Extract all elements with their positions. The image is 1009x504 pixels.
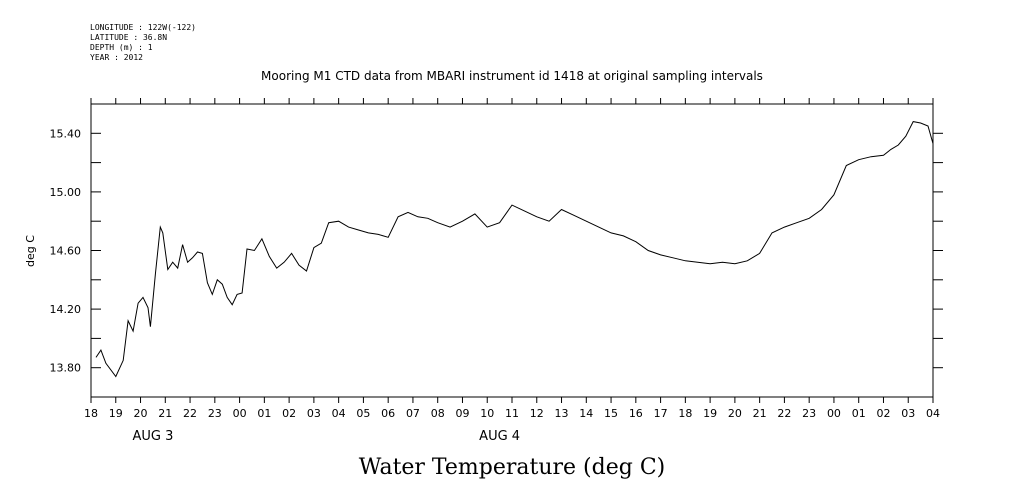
x-tick-label: 12 bbox=[530, 407, 544, 420]
x-tick-label: 02 bbox=[876, 407, 890, 420]
x-tick-label: 22 bbox=[183, 407, 197, 420]
x-tick-label: 17 bbox=[654, 407, 668, 420]
x-tick-label: 18 bbox=[84, 407, 98, 420]
x-tick-label: 09 bbox=[455, 407, 469, 420]
x-tick-label: 00 bbox=[233, 407, 247, 420]
y-tick-label: 15.40 bbox=[50, 127, 82, 140]
series-line-water-temperature bbox=[95, 121, 934, 378]
y-tick-label: 15.00 bbox=[50, 186, 82, 199]
x-tick-label: 15 bbox=[604, 407, 618, 420]
x-tick-label: 04 bbox=[926, 407, 940, 420]
x-tick-label: 08 bbox=[431, 407, 445, 420]
y-tick-label: 13.80 bbox=[50, 362, 82, 375]
x-tick-label: 13 bbox=[555, 407, 569, 420]
y-axis: 13.80 14.20 14.60 15.00 15.40 bbox=[50, 127, 943, 375]
x-tick-label: 00 bbox=[827, 407, 841, 420]
x-tick-label: 03 bbox=[901, 407, 915, 420]
x-tick-label: 16 bbox=[629, 407, 643, 420]
plot-frame bbox=[90, 103, 934, 398]
y-tick-label: 14.60 bbox=[50, 245, 82, 258]
x-tick-label: 07 bbox=[406, 407, 420, 420]
x-tick-label: 01 bbox=[257, 407, 271, 420]
x-tick-label: 14 bbox=[579, 407, 593, 420]
x-tick-label: 05 bbox=[356, 407, 370, 420]
x-tick-label: 18 bbox=[678, 407, 692, 420]
x-tick-label: 20 bbox=[134, 407, 148, 420]
x-tick-label: 23 bbox=[802, 407, 816, 420]
x-tick-label: 22 bbox=[777, 407, 791, 420]
metadata-header: LONGITUDE : 122W(-122) LATITUDE : 36.8N … bbox=[90, 23, 196, 62]
x-tick-label: 10 bbox=[480, 407, 494, 420]
y-tick-label: 14.20 bbox=[50, 303, 82, 316]
header-latitude: LATITUDE : 36.8N bbox=[90, 33, 167, 42]
x-tick-label: 19 bbox=[703, 407, 717, 420]
date-label: AUG 4 bbox=[479, 429, 520, 444]
date-labels: AUG 3 AUG 4 bbox=[132, 429, 520, 444]
x-tick-label: 04 bbox=[332, 407, 346, 420]
x-tick-label: 03 bbox=[307, 407, 321, 420]
x-tick-label: 23 bbox=[208, 407, 222, 420]
header-longitude: LONGITUDE : 122W(-122) bbox=[90, 23, 196, 32]
x-axis: 18 19 20 21 22 23 00 01 02 03 04 05 06 07 08 09 10 11 12 13… bbox=[84, 98, 940, 420]
chart-title: Mooring M1 CTD data from MBARI instrumen… bbox=[261, 69, 763, 83]
x-tick-label: 19 bbox=[109, 407, 123, 420]
y-axis-label: deg C bbox=[24, 235, 37, 267]
x-tick-label: 02 bbox=[282, 407, 296, 420]
header-depth: DEPTH (m) : 1 bbox=[90, 43, 153, 52]
x-tick-label: 01 bbox=[852, 407, 866, 420]
x-tick-label: 06 bbox=[381, 407, 395, 420]
header-year: YEAR : 2012 bbox=[90, 53, 143, 62]
x-tick-label: 21 bbox=[158, 407, 172, 420]
chart-caption: Water Temperature (deg C) bbox=[359, 455, 666, 480]
x-tick-label: 21 bbox=[753, 407, 767, 420]
date-label: AUG 3 bbox=[132, 429, 173, 444]
x-tick-label: 11 bbox=[505, 407, 519, 420]
x-tick-label: 20 bbox=[728, 407, 742, 420]
